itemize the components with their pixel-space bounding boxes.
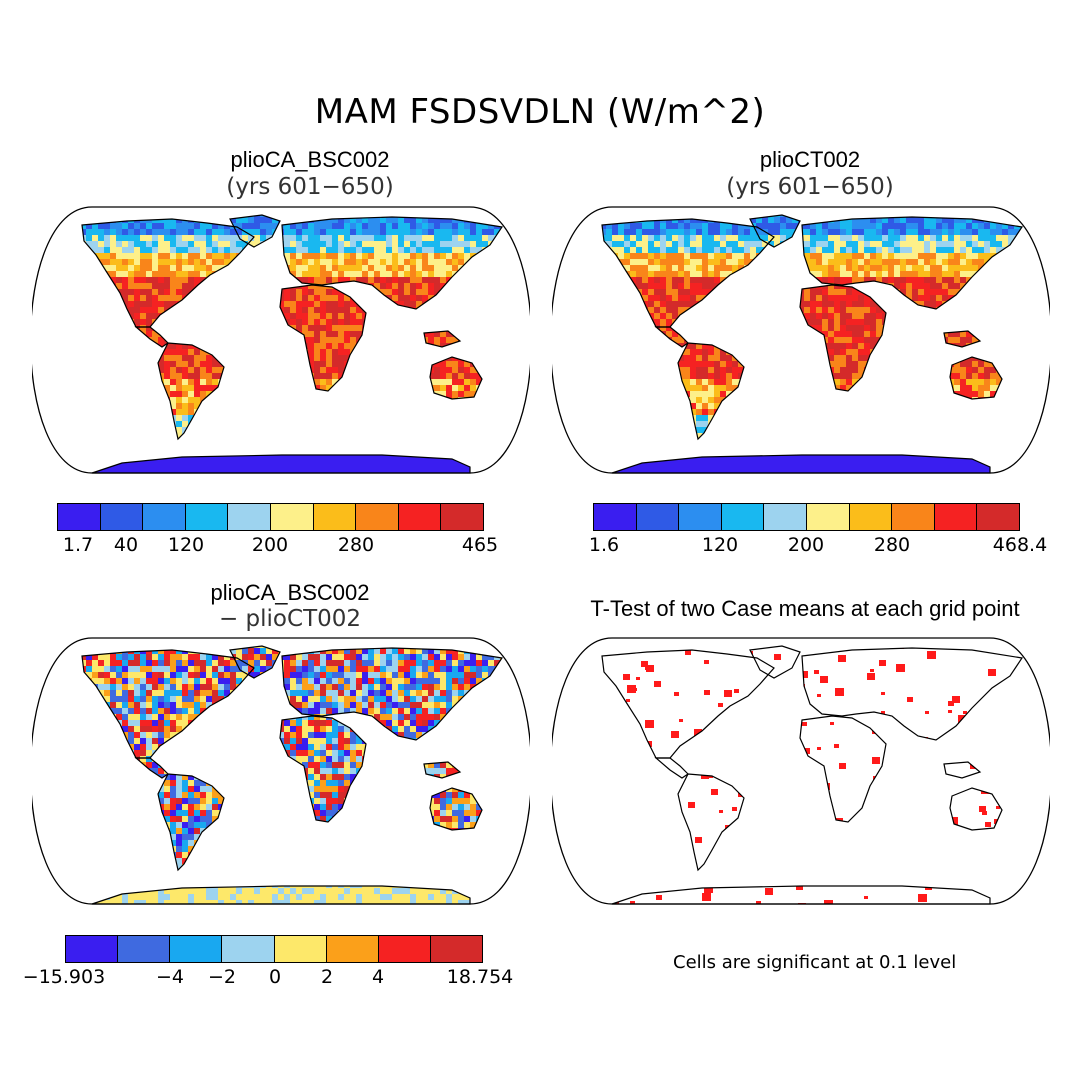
colorbar-2 xyxy=(593,503,1020,531)
panel4-title: T-Test of two Case means at each grid po… xyxy=(590,596,1020,621)
colorbar-swatch xyxy=(764,504,807,530)
colorbar-swatch xyxy=(356,504,399,530)
colorbar-swatch xyxy=(806,504,850,530)
colorbar-tick-label: 200 xyxy=(251,534,289,556)
colorbar-tick-label: −15.903 xyxy=(22,966,106,988)
colorbar-3 xyxy=(65,935,483,963)
colorbar-tick-label: 4 xyxy=(371,966,385,988)
colorbar-swatch xyxy=(721,504,765,530)
colorbar-swatch xyxy=(228,504,271,530)
colorbar-swatch xyxy=(274,936,327,962)
panel3-title: plioCA_BSC002 xyxy=(210,580,370,605)
colorbar-swatch xyxy=(313,504,357,530)
map-panel-1 xyxy=(32,206,530,474)
panel3-subtitle: − plioCT002 xyxy=(218,606,362,632)
map-panel-4 xyxy=(552,637,1050,905)
map-panel-2 xyxy=(552,206,1050,474)
colorbar-swatch xyxy=(636,504,680,530)
colorbar-tick-label: −4 xyxy=(155,966,185,988)
colorbar-swatch xyxy=(430,936,482,962)
colorbar-swatch xyxy=(100,504,144,530)
colorbar-swatch xyxy=(66,936,119,962)
colorbar-1 xyxy=(57,503,484,531)
colorbar-swatch xyxy=(679,504,722,530)
significance-note: Cells are significant at 0.1 level xyxy=(673,952,957,973)
colorbar-tick-label: 2 xyxy=(320,966,334,988)
colorbar-tick-label: 468.4 xyxy=(992,534,1048,556)
colorbar-swatch xyxy=(849,504,893,530)
colorbar-swatch xyxy=(326,936,379,962)
panel1-title: plioCA_BSC002 xyxy=(230,147,390,172)
colorbar-tick-label: 1.6 xyxy=(588,534,620,556)
colorbar-tick-label: 120 xyxy=(701,534,739,556)
panel2-title: plioCT002 xyxy=(759,147,861,172)
colorbar-swatch xyxy=(892,504,935,530)
colorbar-swatch xyxy=(977,504,1019,530)
colorbar-swatch xyxy=(270,504,314,530)
colorbar-tick-label: 465 xyxy=(461,534,499,556)
colorbar-swatch xyxy=(58,504,101,530)
colorbar-swatch xyxy=(185,504,229,530)
colorbar-swatch xyxy=(934,504,978,530)
colorbar-tick-label: 0 xyxy=(268,966,282,988)
colorbar-tick-label: 200 xyxy=(787,534,825,556)
colorbar-tick-label: 280 xyxy=(873,534,911,556)
colorbar-tick-label: 40 xyxy=(113,534,139,556)
colorbar-swatch xyxy=(143,504,186,530)
colorbar-tick-label: 1.7 xyxy=(62,534,94,556)
colorbar-swatch xyxy=(118,936,171,962)
colorbar-swatch xyxy=(398,504,442,530)
panel2-subtitle: (yrs 601−650) xyxy=(726,174,894,200)
colorbar-tick-label: 120 xyxy=(167,534,205,556)
colorbar-swatch xyxy=(441,504,483,530)
colorbar-swatch xyxy=(378,936,431,962)
panel1-subtitle: (yrs 601−650) xyxy=(226,174,394,200)
map-panel-3 xyxy=(32,637,530,905)
colorbar-swatch xyxy=(170,936,223,962)
colorbar-swatch xyxy=(594,504,637,530)
colorbar-swatch xyxy=(222,936,275,962)
figure-title: MAM FSDSVDLN (W/m^2) xyxy=(314,92,766,132)
colorbar-tick-label: 280 xyxy=(337,534,375,556)
colorbar-tick-label: −2 xyxy=(207,966,237,988)
colorbar-tick-label: 18.754 xyxy=(446,966,514,988)
